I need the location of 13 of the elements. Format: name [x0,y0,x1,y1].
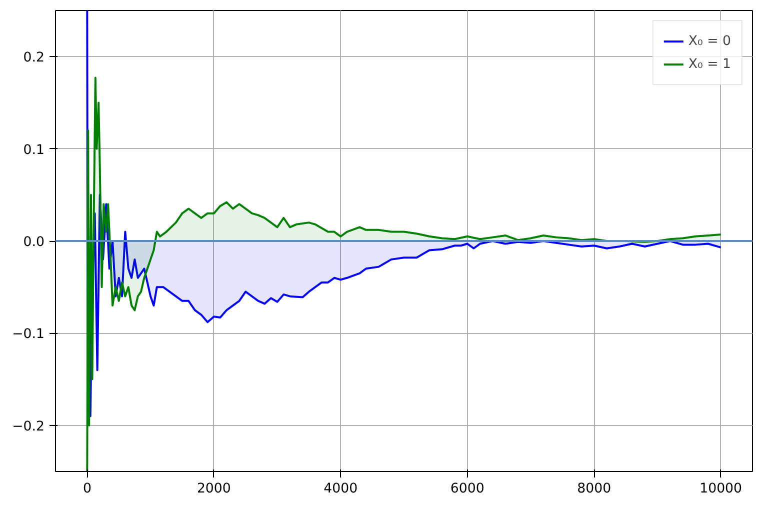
x-tick-label: 10000 [700,482,742,496]
y-tick-label: 0.1 [23,142,45,158]
x-tick-label: 2000 [196,482,231,496]
legend-label: X₀ = 1 [688,56,731,72]
x-tick-label: 6000 [450,482,484,496]
x-tick-label: 4000 [324,482,358,496]
y-tick-label: 0.2 [23,50,45,66]
x-tick-label: 8000 [577,482,612,496]
y-tick-label: −0.2 [12,419,45,434]
legend-label: X₀ = 0 [688,34,731,48]
y-tick-label: −0.1 [12,327,45,342]
x-tick-label: 0 [82,482,92,496]
y-tick-label: 0.0 [23,235,45,250]
